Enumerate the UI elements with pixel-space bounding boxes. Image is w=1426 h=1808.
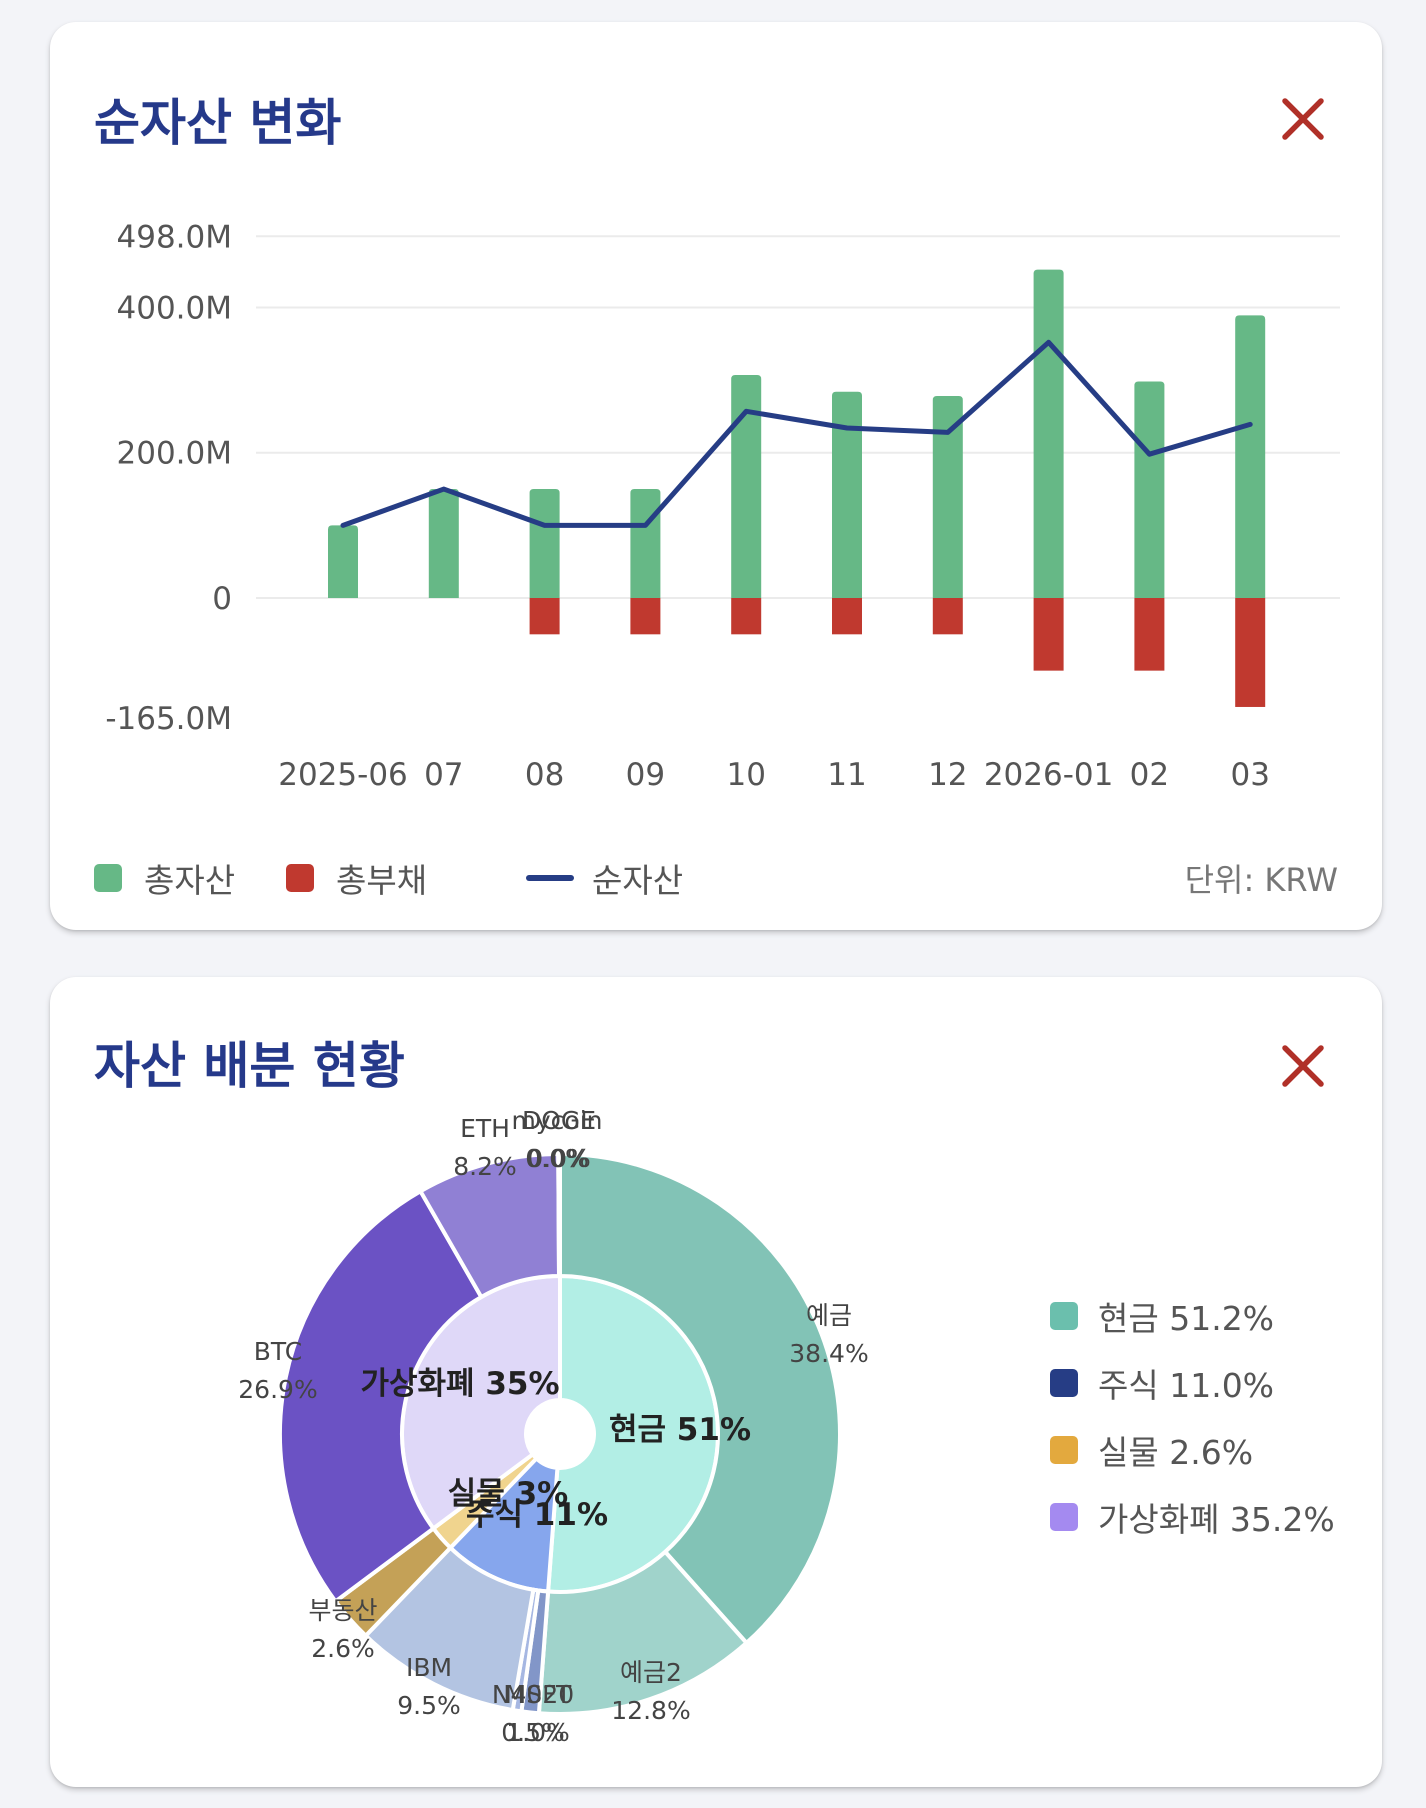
outer-slice-pct: 8.2% [453, 1152, 517, 1181]
y-tick-label: 200.0M [117, 436, 233, 472]
y-tick-label: 400.0M [117, 290, 233, 326]
legend-item-net-worth[interactable]: 순자산 [526, 856, 683, 900]
outer-slice-label: 부동산 [308, 1596, 377, 1625]
bar-total-liabilities[interactable] [1033, 598, 1064, 671]
x-tick-label: 2026-01 [984, 757, 1114, 793]
bar-total-assets[interactable] [529, 489, 560, 598]
outer-slice-label: MSFT [505, 1680, 572, 1709]
line-net-worth[interactable] [340, 339, 1253, 528]
x-tick-label: 02 [1130, 757, 1169, 793]
outer-slice-pct: 12.8% [611, 1696, 690, 1725]
bar-total-assets[interactable] [932, 396, 963, 598]
legend-item-cash[interactable]: 현금 51.2% [1050, 1293, 1370, 1339]
outer-slice-pct: 38.4% [789, 1339, 868, 1368]
card-title: 자산 배분 현황 [94, 1037, 405, 1095]
x-tick-label: 03 [1230, 757, 1269, 793]
pie-legend: 현금 51.2% 주식 11.0% 실물 2.6% 가상화폐 35.2% [1050, 1293, 1370, 1561]
bar-total-assets[interactable] [328, 525, 358, 598]
chart-legend: 총자산 총부채 순자산 단위: KRW [94, 856, 1338, 900]
legend-label: 주식 11.0% [1098, 1366, 1275, 1405]
inner-slice-label: 주식 11% [466, 1497, 608, 1533]
donut-outer-slice[interactable] [558, 1151, 842, 1646]
bar-total-assets[interactable] [731, 374, 762, 598]
legend-item-physical[interactable]: 실물 2.6% [1050, 1427, 1370, 1473]
bar-total-liabilities[interactable] [1134, 598, 1165, 671]
outer-slice-pct: 0.5% [501, 1718, 565, 1747]
bar-total-liabilities[interactable] [630, 598, 661, 635]
bar-total-liabilities[interactable] [932, 598, 963, 635]
bar-total-assets[interactable] [832, 391, 862, 598]
net-worth-card: 498.0M 400.0M 200.0M 0 -165.0M 2025-06 07 08 09 1… [50, 22, 1382, 930]
inner-slice-label: 실물 3% [448, 1476, 568, 1512]
unit-label: 단위: KRW [1184, 861, 1338, 899]
legend-label: 가상화폐 35.2% [1098, 1500, 1335, 1539]
x-tick-label: 12 [928, 757, 967, 793]
net-worth-chart: 498.0M 400.0M 200.0M 0 -165.0M 2025-06 07 08 09 1… [90, 140, 1340, 793]
legend-swatch [286, 864, 314, 892]
donut-outer-slice[interactable] [278, 1188, 485, 1605]
card-title: 순자산 변화 [94, 94, 342, 152]
close-button[interactable] [1276, 1039, 1330, 1093]
x-tick-label: 07 [424, 757, 463, 793]
bar-total-assets[interactable] [1033, 269, 1064, 598]
legend-label: 현금 51.2% [1098, 1299, 1275, 1338]
bar-total-liabilities[interactable] [832, 598, 862, 635]
legend-swatch [1050, 1436, 1078, 1464]
outer-slice-pct: 9.5% [397, 1691, 461, 1720]
legend-swatch [1050, 1369, 1078, 1397]
legend-label: 총부채 [336, 861, 428, 900]
outer-slice-label: 예금 [806, 1301, 852, 1330]
bar-total-assets[interactable] [630, 489, 661, 598]
y-tick-label: 0 [212, 581, 232, 617]
bar-total-liabilities[interactable] [1235, 598, 1266, 707]
legend-swatch [1050, 1503, 1078, 1531]
label-clip [90, 140, 290, 174]
bar-total-liabilities[interactable] [731, 598, 762, 635]
bar-total-assets[interactable] [1235, 315, 1266, 598]
bar-total-liabilities[interactable] [529, 598, 560, 635]
legend-label: 실물 2.6% [1098, 1433, 1254, 1472]
close-icon [1282, 1045, 1324, 1087]
outer-slice-label: IBM [406, 1653, 452, 1682]
close-button[interactable] [1276, 92, 1330, 146]
legend-swatch [94, 864, 122, 892]
x-tick-label: 09 [626, 757, 665, 793]
outer-slice-label: ETH [460, 1114, 510, 1143]
donut-outer-slice[interactable] [557, 1151, 562, 1279]
asset-allocation-card: 현금 51% 주식 11% 실물 3% 가상화폐 35% 예금 38.4% 예금2 12.8%… [50, 977, 1382, 1787]
outer-slice-pct: 26.9% [238, 1375, 317, 1404]
y-tick-label: 498.0M [117, 219, 233, 255]
y-tick-label: -165.0M [105, 701, 232, 737]
x-tick-label: 10 [726, 757, 765, 793]
bar-total-assets[interactable] [1134, 381, 1165, 598]
legend-item-crypto[interactable]: 가상화폐 35.2% [1050, 1494, 1370, 1540]
inner-slice-label: 가상화폐 35% [360, 1366, 559, 1402]
inner-slice-label: 현금 51% [609, 1412, 751, 1448]
allocation-chart: 현금 51% 주식 11%실물 3% 가상화폐 35% 예금 38.4% 예금2 12.8%… [238, 1106, 868, 1747]
outer-slice-pct: 0.0% [527, 1144, 591, 1173]
outer-slice-label: N4020 [492, 1680, 574, 1709]
x-tick-label: 08 [525, 757, 564, 793]
x-tick-label: 2025-06 [278, 757, 408, 793]
outer-slice-pct: 2.6% [311, 1634, 375, 1663]
outer-slice-pct: 0.0% [525, 1144, 589, 1173]
outer-slice-pct: 1.0% [506, 1718, 570, 1747]
close-icon [1282, 98, 1324, 140]
legend-swatch [526, 875, 574, 881]
legend-item-stocks[interactable]: 주식 11.0% [1050, 1360, 1370, 1406]
legend-label: 총자산 [144, 861, 236, 900]
outer-slice-label: 예금2 [620, 1658, 682, 1687]
x-tick-label: 11 [827, 757, 866, 793]
bar-total-assets[interactable] [428, 489, 459, 598]
outer-slice-label: BTC [254, 1337, 302, 1366]
legend-item-total-liabilities[interactable]: 총부채 [286, 856, 427, 900]
legend-item-total-assets[interactable]: 총자산 [94, 856, 235, 900]
outer-slice-label: mycoin [512, 1106, 603, 1135]
legend-label: 순자산 [592, 861, 684, 900]
legend-swatch [1050, 1302, 1078, 1330]
outer-slice-label: DOGE [522, 1106, 596, 1135]
